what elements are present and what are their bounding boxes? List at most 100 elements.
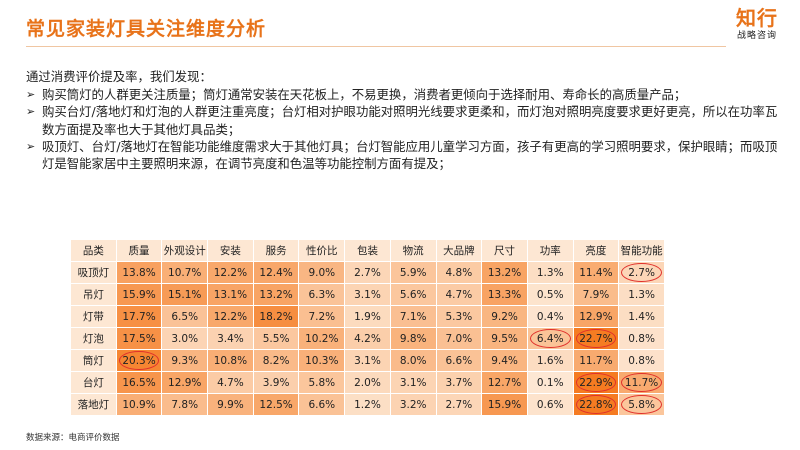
table-cell: 10.7% [161, 261, 209, 284]
table-cell: 11.7% [618, 371, 665, 394]
row-label: 吊灯 [70, 283, 117, 306]
table-cell: 7.1% [389, 305, 437, 328]
table-cell: 10.8% [207, 349, 254, 372]
table-cell: 11.4% [572, 261, 620, 284]
table-cell: 5.6% [389, 283, 437, 306]
table-cell: 9.5% [481, 327, 528, 350]
table-cell: 3.0% [161, 327, 209, 350]
column-header: 物流 [389, 239, 437, 262]
data-source-note: 数据来源：电商评价数据 [26, 433, 120, 443]
column-header: 功率 [526, 239, 574, 262]
table-cell: 6.6% [435, 349, 483, 372]
table-cell: 8.2% [252, 349, 300, 372]
table-cell: 3.7% [435, 371, 483, 394]
table-cell: 2.7% [344, 261, 391, 284]
findings-list: ➢ 购买筒灯的人群更关注质量；筒灯通常安装在天花板上，不易更换，消费者更倾向于选… [26, 86, 778, 172]
table-cell: 10.3% [298, 349, 346, 372]
table-cell: 1.6% [526, 349, 574, 372]
table-cell: 3.4% [207, 327, 254, 350]
table-cell: 0.8% [618, 349, 665, 372]
table-cell: 12.2% [207, 305, 254, 328]
table-cell: 12.2% [207, 261, 254, 284]
table-cell: 12.9% [161, 371, 209, 394]
row-label: 灯泡 [70, 327, 117, 350]
logo-tagline: 战略咨询 [736, 31, 777, 41]
table-cell: 11.7% [572, 349, 620, 372]
table-cell: 13.1% [207, 283, 254, 306]
table-cell: 7.8% [161, 393, 209, 416]
table-cell: 17.5% [115, 327, 163, 350]
table-cell: 13.2% [252, 283, 300, 306]
column-header: 大品牌 [435, 239, 483, 262]
table-row: 吊灯 15.9% 15.1% 13.1% 13.2% 6.3% 3.1% 5.6% 4.7% 13… [70, 283, 665, 306]
table-cell: 1.2% [344, 393, 391, 416]
table-cell: 2.7% [435, 393, 483, 416]
table-row: 灯泡 17.5% 3.0% 3.4% 5.5% 10.2% 4.2% 9.8% 7.0% 9.5%… [70, 327, 665, 350]
table-row: 灯带 17.7% 6.5% 12.2% 18.2% 7.2% 1.9% 7.1% 5.3% 9.2… [70, 305, 665, 328]
table-cell: 9.9% [207, 393, 254, 416]
table-cell: 4.7% [207, 371, 254, 394]
table-cell: 3.1% [344, 283, 391, 306]
table-cell: 9.3% [161, 349, 209, 372]
table-cell: 10.2% [298, 327, 346, 350]
column-header: 尺寸 [481, 239, 528, 262]
row-label: 吸顶灯 [70, 261, 117, 284]
column-header: 智能功能 [618, 239, 665, 262]
table-cell: 5.5% [252, 327, 300, 350]
table-cell: 2.7% [618, 261, 665, 284]
column-header: 外观设计 [161, 239, 209, 262]
row-label: 落地灯 [70, 393, 117, 416]
finding-text: 购买台灯/落地灯和灯泡的人群更注重亮度；台灯相对护眼功能对照明光线要求更柔和，而… [42, 104, 778, 137]
arrow-bullet-icon: ➢ [26, 88, 36, 101]
finding-item: ➢ 吸顶灯、台灯/落地灯在智能功能维度需求大于其他灯具；台灯智能应用儿童学习方面… [26, 138, 778, 173]
table-cell: 1.3% [618, 283, 665, 306]
heatmap-table-container: 品类 质量 外观设计 安装 服务 性价比 包装 物流 大品牌 尺寸 功率 亮度 智能功能 吸顶灯 13.8… [70, 239, 665, 416]
logo-wordmark: 知行 [736, 6, 778, 30]
column-header: 服务 [252, 239, 300, 262]
table-cell: 16.5% [115, 371, 163, 394]
finding-item: ➢ 购买筒灯的人群更关注质量；筒灯通常安装在天花板上，不易更换，消费者更倾向于选… [26, 86, 778, 103]
table-cell: 8.0% [389, 349, 437, 372]
table-cell: 0.8% [618, 327, 665, 350]
table-cell: 10.9% [115, 393, 163, 416]
column-header: 品类 [70, 239, 117, 262]
table-cell: 13.2% [481, 261, 528, 284]
table-cell: 4.8% [435, 261, 483, 284]
row-label: 台灯 [70, 371, 117, 394]
table-row: 吸顶灯 13.8% 10.7% 12.2% 12.4% 9.0% 2.7% 5.9% 4.8% 1… [70, 261, 665, 284]
table-cell: 13.3% [481, 283, 528, 306]
table-cell: 18.2% [252, 305, 300, 328]
table-cell: 22.8% [572, 393, 620, 416]
table-cell: 7.9% [572, 283, 620, 306]
arrow-bullet-icon: ➢ [26, 139, 36, 153]
table-cell: 12.9% [572, 305, 620, 328]
table-cell: 3.1% [344, 349, 391, 372]
table-cell: 9.0% [298, 261, 346, 284]
table-cell: 0.6% [526, 393, 574, 416]
table-cell: 17.7% [115, 305, 163, 328]
table-cell: 6.4% [526, 327, 574, 350]
table-row: 筒灯 20.3% 9.3% 10.8% 8.2% 10.3% 3.1% 8.0% 6.6% 9.4… [70, 349, 665, 372]
table-cell: 1.3% [526, 261, 574, 284]
column-header: 亮度 [572, 239, 620, 262]
table-cell: 12.7% [481, 371, 528, 394]
table-cell: 6.3% [298, 283, 346, 306]
table-cell: 5.8% [298, 371, 346, 394]
table-cell: 3.2% [389, 393, 437, 416]
table-cell: 22.9% [572, 371, 620, 394]
brand-logo: 知行 战略咨询 [736, 6, 778, 42]
table-cell: 0.4% [526, 305, 574, 328]
table-cell: 9.4% [481, 349, 528, 372]
column-header: 质量 [115, 239, 163, 262]
table-cell: 20.3% [115, 349, 163, 372]
table-cell: 5.8% [618, 393, 665, 416]
column-header: 性价比 [298, 239, 346, 262]
page-title: 常见家装灯具关注维度分析 [26, 18, 267, 40]
finding-text: 吸顶灯、台灯/落地灯在智能功能维度需求大于其他灯具；台灯智能应用儿童学习方面，孩… [42, 138, 778, 172]
finding-item: ➢ 购买台灯/落地灯和灯泡的人群更注重亮度；台灯相对护眼功能对照明光线要求更柔和… [26, 103, 778, 138]
table-cell: 15.9% [115, 283, 163, 306]
table-cell: 12.5% [252, 393, 300, 416]
table-body: 吸顶灯 13.8% 10.7% 12.2% 12.4% 9.0% 2.7% 5.9% 4.8% 1… [70, 261, 665, 416]
table-cell: 5.3% [435, 305, 483, 328]
table-cell: 22.7% [572, 327, 620, 350]
